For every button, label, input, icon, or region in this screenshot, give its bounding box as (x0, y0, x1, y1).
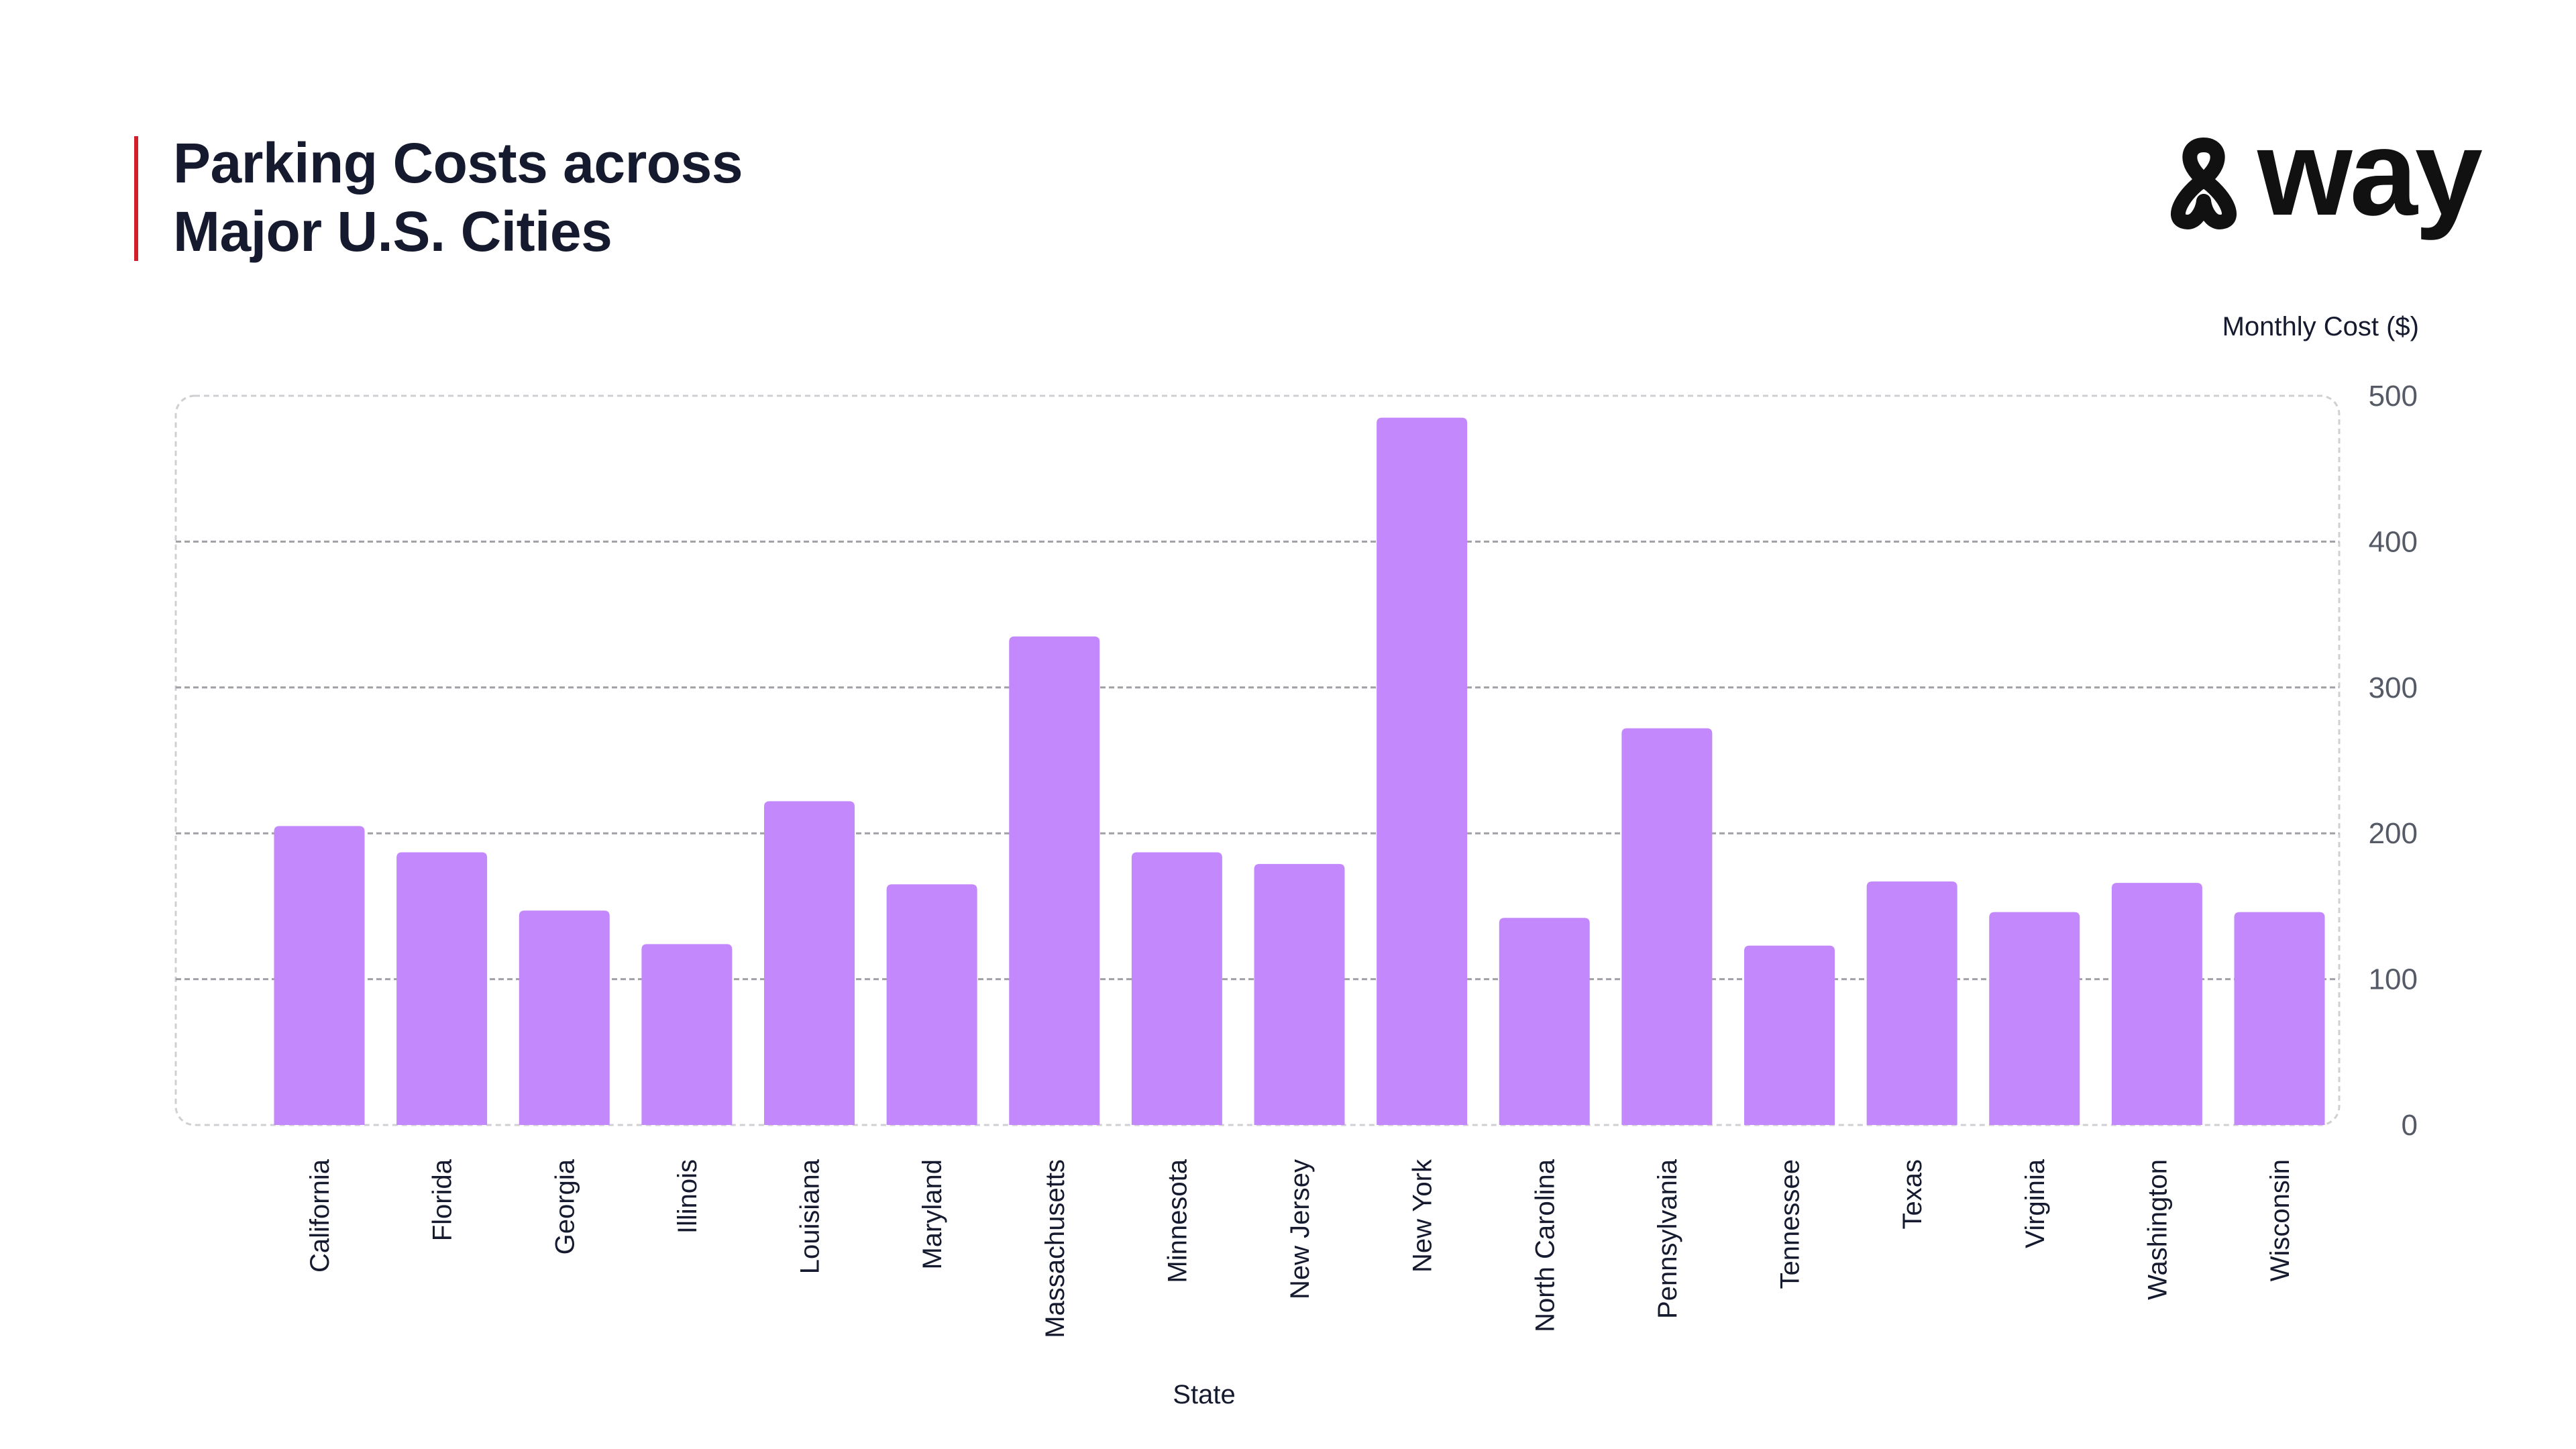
x-tick-label: Massachusetts (1040, 1159, 1070, 1338)
x-tick-label: Virginia (2021, 1159, 2050, 1248)
x-tick-label: Maryland (918, 1159, 947, 1270)
bar-new-york (1377, 417, 1468, 1125)
bar-maryland (886, 884, 977, 1125)
title-accent-bar (134, 136, 138, 261)
y-axis-title: Monthly Cost ($) (2222, 312, 2419, 341)
x-tick-label: Texas (1898, 1159, 1927, 1230)
bar-north-carolina (1499, 918, 1590, 1125)
title-line-1: Parking Costs across (173, 131, 743, 195)
page-title: Parking Costs across Major U.S. Cities (173, 129, 1045, 266)
bar-california (274, 826, 365, 1125)
y-tick-label: 200 (2369, 817, 2418, 850)
x-tick-label: Wisconsin (2265, 1159, 2295, 1281)
y-tick-label: 100 (2369, 963, 2418, 996)
title-line-2: Major U.S. Cities (173, 200, 612, 263)
x-tick-label: Pennsylvania (1653, 1159, 1682, 1319)
bar-georgia (519, 910, 610, 1125)
bar-pennsylvania (1621, 728, 1713, 1125)
x-tick-label: North Carolina (1530, 1159, 1560, 1332)
bar-illinois (641, 944, 733, 1125)
brand-mark-icon (2171, 137, 2237, 229)
brand-logo: way (2157, 111, 2483, 239)
bar-tennessee (1744, 945, 1835, 1125)
bar-new-jersey (1254, 863, 1345, 1125)
bar-washington (2111, 883, 2202, 1125)
x-tick-label: Minnesota (1163, 1159, 1192, 1283)
bar-minnesota (1131, 852, 1222, 1125)
bar-virginia (1989, 912, 2080, 1125)
brand-wordmark: way (2257, 104, 2483, 241)
y-tick-label: 0 (2402, 1109, 2418, 1142)
x-tick-label: New York (1408, 1159, 1438, 1273)
bar-texas (1866, 881, 1957, 1125)
y-tick-label: 300 (2369, 672, 2418, 704)
x-tick-label: California (305, 1159, 335, 1273)
x-tick-label: Tennessee (1776, 1159, 1805, 1289)
x-axis-title: State (1173, 1380, 1235, 1409)
x-tick-label: Florida (428, 1159, 458, 1241)
x-tick-label: New Jersey (1285, 1159, 1315, 1299)
bar-massachusetts (1009, 636, 1100, 1125)
x-tick-label: Louisiana (796, 1159, 825, 1274)
x-tick-label: Georgia (550, 1159, 580, 1254)
y-tick-label: 500 (2369, 380, 2418, 413)
x-tick-label: Washington (2143, 1159, 2172, 1300)
bar-florida (396, 852, 488, 1125)
x-tick-label: Illinois (673, 1159, 702, 1234)
bar-wisconsin (2234, 912, 2325, 1125)
bar-louisiana (764, 801, 855, 1125)
y-tick-label: 400 (2369, 525, 2418, 558)
